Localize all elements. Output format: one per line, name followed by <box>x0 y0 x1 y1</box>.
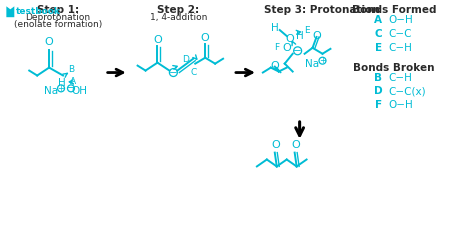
Text: −: − <box>293 46 302 56</box>
Text: Na: Na <box>305 59 319 69</box>
Text: A: A <box>70 77 76 86</box>
Text: D: D <box>374 86 383 96</box>
Text: 1, 4-addition: 1, 4-addition <box>150 13 207 22</box>
Text: A: A <box>374 15 382 25</box>
Text: O: O <box>270 61 279 71</box>
Text: H: H <box>296 31 303 41</box>
Text: F: F <box>374 100 382 110</box>
Text: −: − <box>67 83 75 93</box>
Text: O−H: O−H <box>388 100 413 110</box>
Text: H: H <box>58 78 66 88</box>
Text: Na: Na <box>44 86 58 96</box>
Text: H: H <box>271 23 279 33</box>
Text: −: − <box>169 68 178 77</box>
Text: B: B <box>68 65 74 74</box>
Text: Step 2:: Step 2: <box>157 5 200 15</box>
Text: O−H: O−H <box>388 15 413 25</box>
Text: C−C: C−C <box>388 29 411 39</box>
Text: O: O <box>292 140 300 150</box>
Text: Step 1:: Step 1: <box>37 5 79 15</box>
Text: O: O <box>312 31 321 41</box>
Polygon shape <box>6 6 14 17</box>
Text: C−H: C−H <box>388 43 412 53</box>
Text: C−H: C−H <box>388 73 412 82</box>
Text: C: C <box>374 29 382 39</box>
Text: (enolate formation): (enolate formation) <box>14 20 102 29</box>
Text: O: O <box>272 140 280 150</box>
Text: F: F <box>274 43 279 52</box>
Text: Step 3: Protonation: Step 3: Protonation <box>264 5 380 15</box>
Text: +: + <box>319 56 326 65</box>
Text: O: O <box>201 33 210 43</box>
Text: D: D <box>182 55 189 64</box>
Text: C−C(x): C−C(x) <box>388 86 426 96</box>
Text: Bonds Broken: Bonds Broken <box>353 63 435 73</box>
Text: B: B <box>374 73 382 82</box>
Text: Bonds Formed: Bonds Formed <box>352 5 437 15</box>
Text: testbook: testbook <box>16 7 61 16</box>
Text: O: O <box>283 43 291 53</box>
Text: O: O <box>153 35 162 45</box>
Text: E: E <box>374 43 382 53</box>
Text: O: O <box>45 37 54 47</box>
Text: O: O <box>285 34 294 44</box>
Text: C: C <box>190 68 196 77</box>
Text: E: E <box>304 26 310 35</box>
Text: OH: OH <box>71 86 87 96</box>
Text: Deprotonation: Deprotonation <box>26 13 91 22</box>
Text: +: + <box>58 84 64 93</box>
